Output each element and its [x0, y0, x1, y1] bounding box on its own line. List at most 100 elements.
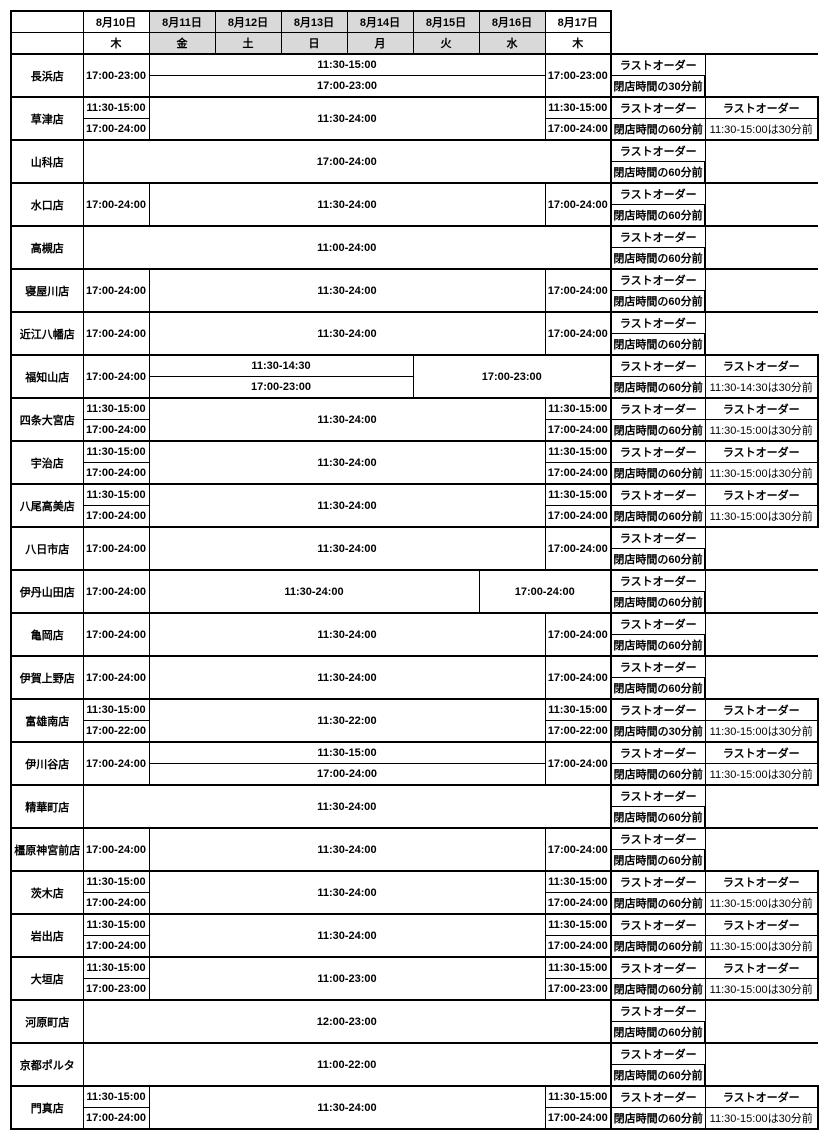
- lo: ラストオーダー: [611, 484, 705, 506]
- lo: ラストオーダー: [705, 914, 818, 936]
- cell: 11:30-24:00: [149, 484, 545, 527]
- date-6: 8月16日: [479, 11, 545, 33]
- cell: 11:30-15:00: [545, 398, 611, 420]
- lo: ラストオーダー: [611, 527, 705, 549]
- day-1: 金: [149, 33, 215, 55]
- cell: 17:00-24:00: [83, 893, 149, 915]
- cell: 17:00-24:00: [545, 506, 611, 528]
- cell: 17:00-24:00: [83, 656, 149, 699]
- note2: 11:30-15:00は30分前: [705, 506, 818, 528]
- cell: 11:00-24:00: [83, 226, 611, 269]
- date-3: 8月13日: [281, 11, 347, 33]
- date-5: 8月15日: [413, 11, 479, 33]
- lo: ラストオーダー: [611, 914, 705, 936]
- lo: ラストオーダー: [611, 97, 705, 119]
- cell: 11:30-15:00: [83, 871, 149, 893]
- lo: ラストオーダー: [611, 570, 705, 592]
- cell: 12:00-23:00: [83, 1000, 611, 1043]
- date-4: 8月14日: [347, 11, 413, 33]
- day-3: 日: [281, 33, 347, 55]
- cell: 11:30-15:00: [545, 441, 611, 463]
- cell: 11:30-15:00: [83, 1086, 149, 1108]
- note: 閉店時間の60分前: [611, 592, 705, 614]
- lo: ラストオーダー: [705, 957, 818, 979]
- note: 閉店時間の60分前: [611, 377, 705, 399]
- lo: ラストオーダー: [611, 183, 705, 205]
- note: 閉店時間の60分前: [611, 807, 705, 829]
- cell: 17:00-24:00: [545, 742, 611, 785]
- cell: 11:30-15:00: [545, 1086, 611, 1108]
- date-2: 8月12日: [215, 11, 281, 33]
- cell: 17:00-24:00: [545, 119, 611, 141]
- cell: 17:00-24:00: [545, 613, 611, 656]
- lo: ラストオーダー: [611, 54, 705, 76]
- cell: 17:00-24:00: [545, 656, 611, 699]
- lo: ラストオーダー: [705, 699, 818, 721]
- lo: ラストオーダー: [611, 226, 705, 248]
- cell: 17:00-24:00: [83, 828, 149, 871]
- cell: 11:30-24:00: [149, 441, 545, 484]
- cell: 11:30-24:00: [149, 269, 545, 312]
- cell: 11:30-15:00: [83, 398, 149, 420]
- cell: 11:30-15:00: [83, 441, 149, 463]
- lo: ラストオーダー: [611, 828, 705, 850]
- cell: 17:00-24:00: [545, 936, 611, 958]
- cell: 17:00-24:00: [83, 140, 611, 183]
- lo: ラストオーダー: [611, 441, 705, 463]
- cell: 17:00-24:00: [545, 312, 611, 355]
- cell: 11:30-15:00: [545, 871, 611, 893]
- cell: 11:30-15:00: [545, 914, 611, 936]
- cell: 17:00-24:00: [83, 570, 149, 613]
- note: 閉店時間の60分前: [611, 119, 705, 141]
- store-ikawadani: 伊川谷店: [11, 742, 83, 785]
- corner2: [11, 33, 83, 55]
- cell: 17:00-24:00: [83, 355, 149, 398]
- store-minakuchi: 水口店: [11, 183, 83, 226]
- lo: ラストオーダー: [611, 785, 705, 807]
- cell: 11:30-24:00: [149, 312, 545, 355]
- cell: 17:00-22:00: [83, 721, 149, 743]
- cell: 17:00-23:00: [149, 377, 413, 399]
- cell: 11:30-15:00: [149, 54, 545, 76]
- store-kyotoporta: 京都ポルタ: [11, 1043, 83, 1086]
- store-igaueno: 伊賀上野店: [11, 656, 83, 699]
- cell: 11:30-22:00: [149, 699, 545, 742]
- cell: 11:30-24:00: [149, 527, 545, 570]
- cell: 11:30-15:00: [83, 484, 149, 506]
- lo: ラストオーダー: [705, 97, 818, 119]
- cell: 11:30-24:00: [149, 914, 545, 957]
- note: 閉店時間の30分前: [611, 76, 705, 98]
- store-shijoomiya: 四条大宮店: [11, 398, 83, 441]
- note: 閉店時間の60分前: [611, 1065, 705, 1087]
- cell: 11:30-15:00: [545, 484, 611, 506]
- lo: ラストオーダー: [611, 871, 705, 893]
- note2: 11:30-15:00は30分前: [705, 463, 818, 485]
- note2: 11:30-14:30は30分前: [705, 377, 818, 399]
- note2: 11:30-15:00は30分前: [705, 1108, 818, 1130]
- day-6: 水: [479, 33, 545, 55]
- store-yaotakami: 八尾高美店: [11, 484, 83, 527]
- lo: ラストオーダー: [705, 441, 818, 463]
- note: 閉店時間の60分前: [611, 291, 705, 313]
- cell: 17:00-24:00: [83, 527, 149, 570]
- cell: 11:30-24:00: [149, 871, 545, 914]
- store-kusatsu: 草津店: [11, 97, 83, 140]
- cell: 17:00-24:00: [545, 269, 611, 312]
- store-omihachiman: 近江八幡店: [11, 312, 83, 355]
- lo: ラストオーダー: [611, 312, 705, 334]
- lo: ラストオーダー: [705, 355, 818, 377]
- lo: ラストオーダー: [705, 1086, 818, 1108]
- cell: 17:00-23:00: [545, 54, 611, 97]
- note2: 11:30-15:00は30分前: [705, 420, 818, 442]
- note2: 11:30-15:00は30分前: [705, 764, 818, 786]
- lo: ラストオーダー: [611, 1000, 705, 1022]
- note: 閉店時間の60分前: [611, 248, 705, 270]
- lo: ラストオーダー: [611, 742, 705, 764]
- cell: 11:30-15:00: [83, 699, 149, 721]
- cell: 17:00-22:00: [545, 721, 611, 743]
- store-seikacho: 精華町店: [11, 785, 83, 828]
- date-7: 8月17日: [545, 11, 611, 33]
- note2: 11:30-15:00は30分前: [705, 721, 818, 743]
- note: 閉店時間の60分前: [611, 764, 705, 786]
- note: 閉店時間の60分前: [611, 936, 705, 958]
